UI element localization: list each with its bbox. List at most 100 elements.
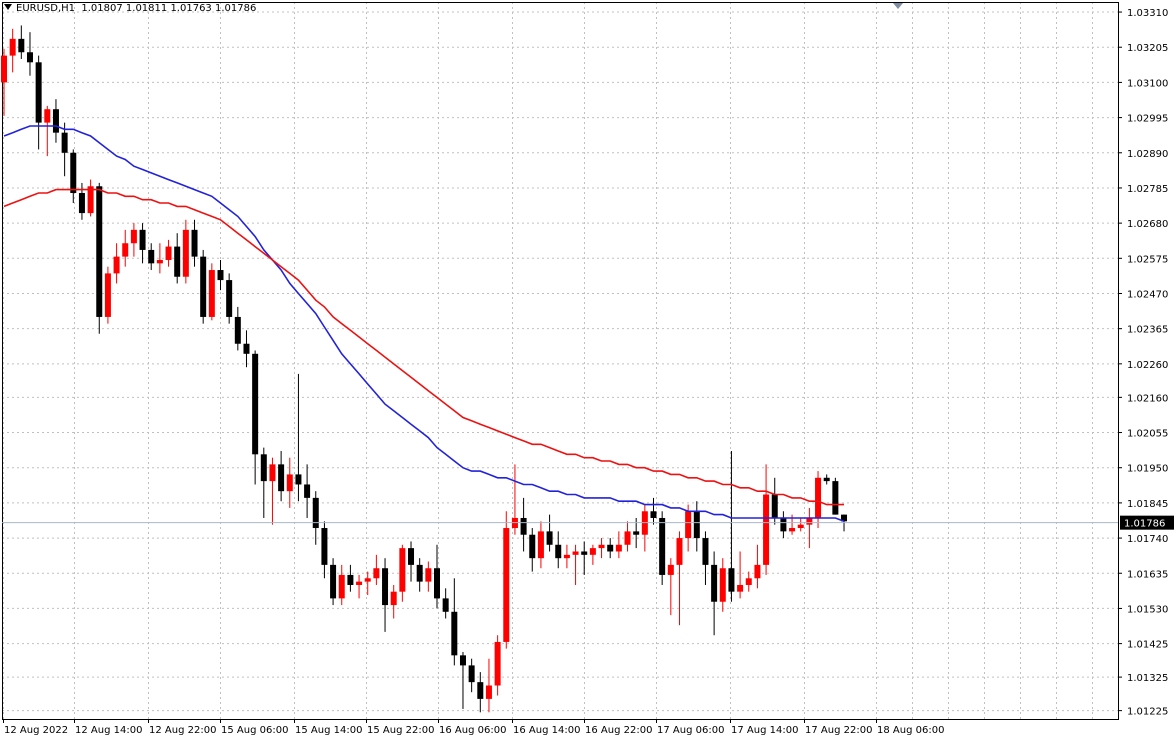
candle-body [477, 682, 484, 699]
candle-body [35, 62, 42, 123]
candle-body [416, 564, 423, 582]
y-tick-label: 1.01740 [1127, 534, 1168, 545]
candle-body [243, 343, 250, 354]
candle-body [702, 538, 709, 565]
bull-candle [797, 517, 804, 532]
bear-candle [295, 373, 302, 502]
candle-body [260, 454, 267, 482]
candle-body [754, 564, 761, 579]
bear-candle [243, 330, 250, 368]
x-tick-label: 16 Aug 06:00 [439, 725, 506, 736]
bull-candle [485, 658, 492, 713]
bear-candle [148, 243, 155, 271]
ma-fast-line [3, 125, 845, 523]
chart-shift-icon[interactable] [893, 3, 903, 9]
bull-candle [9, 28, 16, 73]
candle-body [633, 531, 640, 535]
candle-body [208, 270, 215, 317]
candle-body [113, 256, 120, 274]
bear-candle [451, 578, 458, 666]
candle-body [399, 548, 406, 592]
moving-averages [3, 125, 845, 523]
price-axis[interactable]: 1.03310 1.03205 1.03100 1.02995 1.02890 1.027… [1118, 8, 1168, 718]
candle-body [390, 591, 397, 606]
bear-candle [191, 219, 198, 267]
bear-candle [321, 521, 328, 579]
current-price-label: 1.01786 [1124, 519, 1165, 530]
candle-body [104, 273, 111, 317]
candle-body [763, 494, 770, 565]
y-tick-label: 1.02680 [1127, 219, 1168, 230]
x-tick-label: 15 Aug 22:00 [367, 725, 434, 736]
bull-candle [737, 551, 744, 599]
bear-candle [442, 588, 449, 619]
candle-body [572, 551, 579, 555]
candle-body [130, 229, 137, 244]
candle-body [425, 568, 432, 582]
candle-body [581, 551, 588, 555]
candle-body [87, 186, 94, 214]
candle-body [338, 574, 345, 599]
candle-body [174, 246, 181, 277]
bear-candle [18, 25, 25, 59]
candle-body [295, 474, 302, 485]
candle-body [9, 38, 16, 56]
bear-candle [728, 450, 735, 602]
current-price-label-bg [1120, 515, 1174, 530]
candle-body [165, 246, 172, 260]
bull-candle [165, 239, 172, 267]
candle-body [823, 477, 830, 482]
bull-candle [338, 564, 345, 606]
candle-body [745, 578, 752, 585]
candle-body [451, 611, 458, 656]
bull-candle [615, 531, 622, 559]
bull-candle [182, 219, 189, 284]
candle-body [18, 38, 25, 53]
bull-candle [745, 571, 752, 592]
candle-body [330, 564, 337, 599]
dropdown-triangle-icon[interactable] [4, 4, 12, 10]
bear-candle [468, 658, 475, 693]
candle-body [139, 229, 146, 250]
y-tick-label: 1.02365 [1127, 325, 1168, 336]
bear-candle [234, 306, 241, 351]
bull-candle [806, 507, 813, 549]
x-tick-label: 17 Aug 14:00 [731, 725, 798, 736]
chart-header: EURUSD,H1 1.01807 1.01811 1.01763 1.0178… [4, 3, 256, 14]
bear-candle [226, 273, 233, 324]
bear-candle [382, 558, 389, 632]
time-axis[interactable]: 12 Aug 2022 12 Aug 14:00 12 Aug 22:00 15 Au… [3, 719, 945, 736]
candle-body [719, 568, 726, 602]
x-tick-label: 12 Aug 22:00 [149, 725, 216, 736]
bear-candle [61, 122, 68, 177]
candle-body [780, 517, 787, 532]
bear-candle [174, 233, 181, 284]
y-tick-label: 1.02470 [1127, 289, 1168, 300]
bull-candle [685, 504, 692, 552]
candle-body [468, 665, 475, 683]
x-tick-label: 12 Aug 2022 [4, 725, 68, 736]
y-tick-label: 1.01325 [1127, 673, 1168, 684]
y-tick-label: 1.02995 [1127, 114, 1168, 125]
x-tick-label: 16 Aug 22:00 [585, 725, 652, 736]
candle-body [693, 511, 700, 539]
candle-body [191, 229, 198, 257]
candle-body [685, 511, 692, 539]
ohlc-values: 1.01807 1.01811 1.01763 1.01786 [81, 3, 257, 14]
bear-candle [416, 558, 423, 592]
y-tick-label: 1.03205 [1127, 43, 1168, 54]
bull-candle [754, 544, 761, 589]
candle-body [61, 132, 68, 153]
shift-marker[interactable] [893, 3, 903, 9]
x-tick-label: 16 Aug 14:00 [513, 725, 580, 736]
candle-body [96, 186, 103, 317]
candle-body [676, 538, 683, 565]
y-tick-label: 1.02055 [1127, 429, 1168, 440]
x-tick-label: 15 Aug 06:00 [221, 725, 288, 736]
bull-candle [598, 538, 605, 559]
bull-candle [122, 229, 129, 267]
x-tick-label: 12 Aug 14:00 [75, 725, 142, 736]
bull-candle [156, 243, 163, 274]
